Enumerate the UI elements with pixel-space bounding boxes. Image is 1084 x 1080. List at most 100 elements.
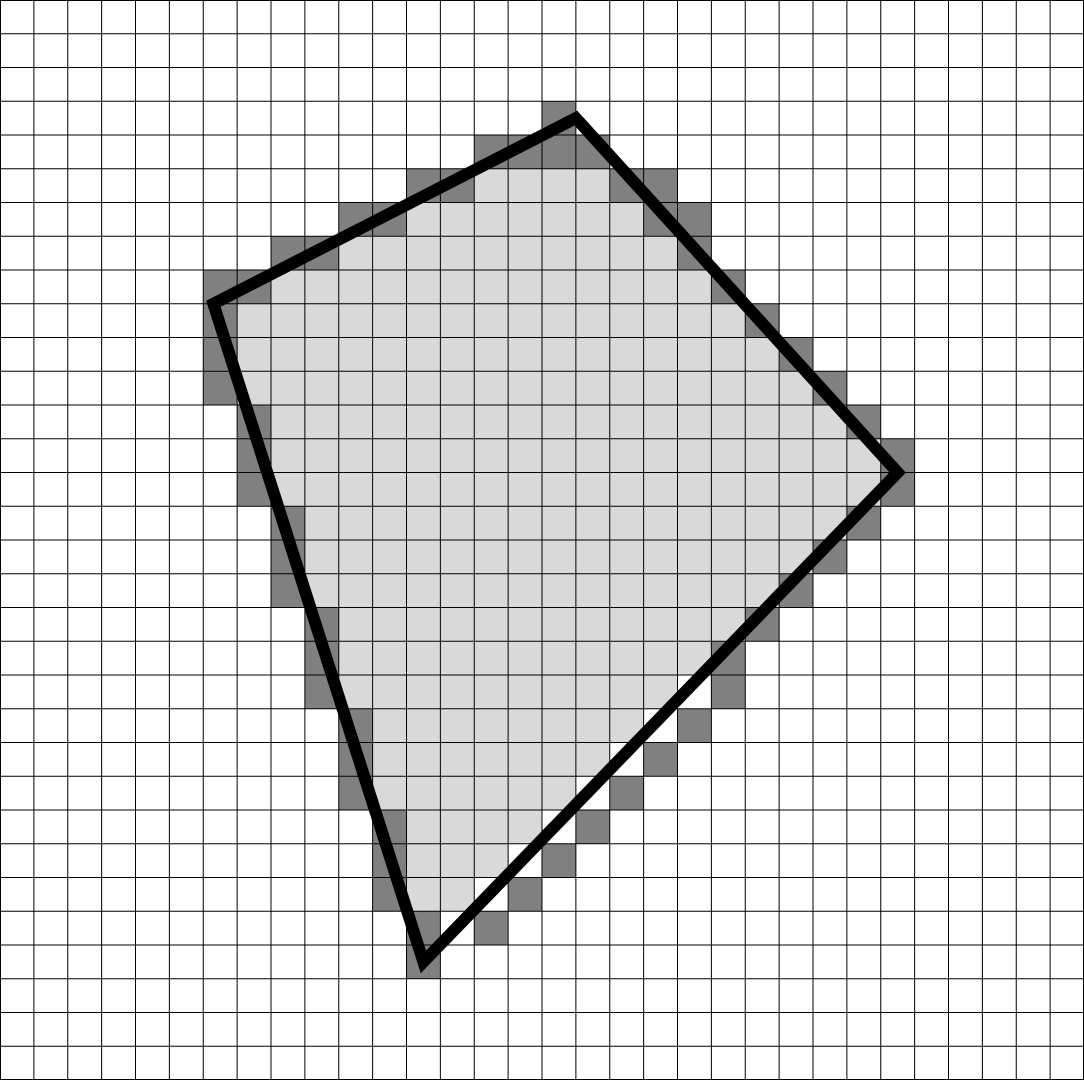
interior-cell — [542, 303, 576, 338]
interior-cell — [440, 641, 475, 675]
interior-cell — [271, 438, 305, 473]
interior-cell — [711, 438, 746, 473]
interior-cell — [338, 405, 373, 439]
interior-cell — [542, 438, 576, 473]
interior-cell — [406, 675, 441, 709]
polygon-outline-layer — [206, 110, 906, 974]
boundary-cell — [643, 742, 678, 777]
interior-cell — [609, 472, 644, 507]
interior-cell — [508, 337, 542, 372]
interior-cell — [338, 438, 373, 473]
interior-cell — [338, 472, 373, 507]
interior-cell — [304, 438, 339, 473]
interior-cell — [406, 810, 441, 844]
interior-cell — [643, 337, 678, 372]
interior-cell — [542, 202, 576, 237]
interior-cell — [813, 472, 847, 507]
interior-cell — [575, 371, 610, 405]
interior-cell — [508, 168, 542, 203]
interior-cell — [474, 168, 509, 203]
interior-cell — [643, 472, 678, 507]
interior-cell — [338, 573, 373, 608]
interior-cell — [237, 337, 271, 372]
interior-cell — [440, 573, 475, 608]
interior-cell — [643, 405, 678, 439]
interior-cell — [338, 540, 373, 574]
interior-cell — [474, 742, 509, 777]
interior-cell — [304, 506, 339, 540]
interior-cell — [440, 540, 475, 574]
interior-cell — [440, 405, 475, 439]
interior-cell — [372, 506, 407, 540]
interior-cell — [372, 371, 407, 405]
interior-cell — [372, 438, 407, 473]
interior-cell — [406, 506, 441, 540]
interior-cell — [406, 607, 441, 642]
interior-cell — [406, 573, 441, 608]
interior-cell — [304, 540, 339, 574]
interior-cell — [677, 337, 712, 372]
interior-cell — [609, 303, 644, 338]
interior-cell — [474, 337, 509, 372]
interior-cell — [508, 303, 542, 338]
interior-cell — [609, 405, 644, 439]
interior-cell — [406, 877, 441, 912]
interior-cell — [677, 303, 712, 338]
interior-cell — [474, 270, 509, 304]
interior-cell — [474, 303, 509, 338]
interior-cell — [406, 472, 441, 507]
interior-cell — [304, 405, 339, 439]
interior-cell — [304, 472, 339, 507]
interior-cell — [643, 270, 678, 304]
interior-cell — [508, 776, 542, 810]
interior-cell — [338, 303, 373, 338]
interior-cell — [575, 708, 610, 743]
interior-cell — [677, 540, 712, 574]
interior-cell — [711, 303, 746, 338]
interior-cell — [440, 202, 475, 237]
interior-cell — [711, 405, 746, 439]
interior-cell — [440, 236, 475, 270]
interior-cell — [609, 270, 644, 304]
interior-cell — [542, 371, 576, 405]
interior-cell — [542, 236, 576, 270]
interior-cell — [508, 573, 542, 608]
interior-cell — [440, 270, 475, 304]
interior-cell — [575, 438, 610, 473]
interior-cell — [372, 337, 407, 372]
interior-cell — [372, 303, 407, 338]
interior-cell — [237, 303, 271, 338]
interior-cell — [542, 742, 576, 777]
interior-cell — [643, 607, 678, 642]
interior-cell — [609, 573, 644, 608]
interior-cell — [508, 607, 542, 642]
interior-cell — [643, 236, 678, 270]
interior-cell — [609, 641, 644, 675]
interior-cell — [643, 438, 678, 473]
interior-cell — [609, 337, 644, 372]
interior-cell — [508, 236, 542, 270]
boundary-cell — [474, 911, 509, 945]
interior-cell — [474, 540, 509, 574]
interior-cell — [542, 337, 576, 372]
interior-cell — [508, 641, 542, 675]
interior-cell — [779, 506, 813, 540]
interior-cell — [474, 675, 509, 709]
interior-cell — [372, 641, 407, 675]
interior-cell — [677, 607, 712, 642]
interior-cell — [440, 810, 475, 844]
interior-cell — [643, 540, 678, 574]
interior-cell — [677, 270, 712, 304]
interior-cell — [575, 607, 610, 642]
interior-cell — [474, 708, 509, 743]
interior-cell — [542, 506, 576, 540]
interior-cell — [474, 573, 509, 608]
interior-cell — [745, 438, 780, 473]
interior-cell — [406, 236, 441, 270]
interior-cell — [440, 337, 475, 372]
interior-cell — [643, 506, 678, 540]
interior-cell — [575, 641, 610, 675]
interior-cell — [677, 371, 712, 405]
interior-cell — [677, 506, 712, 540]
interior-cell — [542, 270, 576, 304]
